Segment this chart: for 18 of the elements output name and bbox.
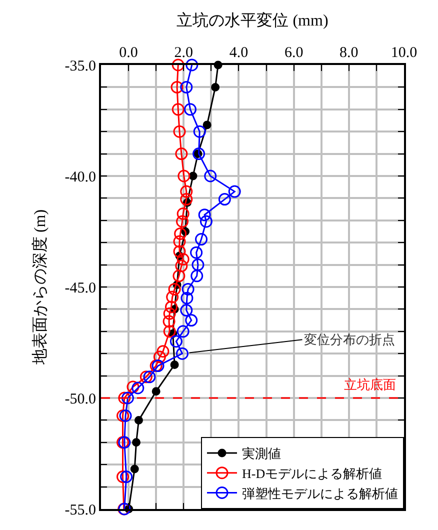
y-tick-label: -40.0 xyxy=(64,169,96,186)
x-tick-label: 2.0 xyxy=(174,45,194,61)
x-tick-label: 10.0 xyxy=(390,45,418,61)
x-tick-label: 4.0 xyxy=(229,45,248,61)
legend-label: 実測値 xyxy=(242,446,281,462)
x-tick-label: 0.0 xyxy=(119,45,138,61)
y-axis-title: 地表面からの深度 (m) xyxy=(31,209,50,366)
y-tick-label: -35.0 xyxy=(64,58,96,74)
chart-title: 立坑の水平変位 (mm) xyxy=(176,11,328,30)
ref-line-label: 立坑底面 xyxy=(344,377,396,392)
y-tick-label: -45.0 xyxy=(64,280,96,296)
legend-label: H-Dモデルによる解析値 xyxy=(242,466,382,481)
x-tick-label: 6.0 xyxy=(284,45,304,61)
x-tick-label: 8.0 xyxy=(340,45,358,61)
y-tick-label: -55.0 xyxy=(64,502,96,518)
legend-label: 弾塑性モデルによる解析値 xyxy=(242,486,398,501)
y-tick-label: -50.0 xyxy=(64,391,96,408)
annotation: 変位分布の折点 xyxy=(304,332,395,347)
